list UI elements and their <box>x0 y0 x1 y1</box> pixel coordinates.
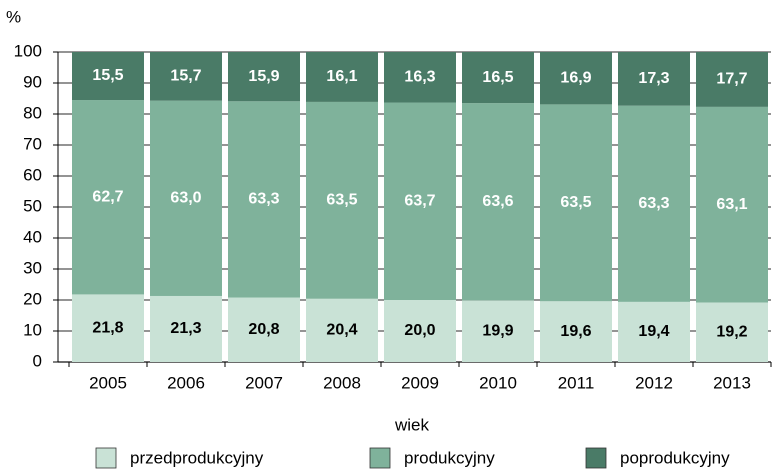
legend-label: poprodukcyjny <box>620 448 730 467</box>
bar-segment <box>384 102 456 300</box>
bar-segment <box>618 52 690 106</box>
legend-label: produkcyjny <box>404 448 495 467</box>
bar-segment <box>696 106 768 303</box>
y-tick-label: 70 <box>23 134 42 153</box>
value-label: 62,7 <box>92 188 123 205</box>
y-tick-label: 40 <box>23 227 42 246</box>
bar-segment <box>462 300 534 362</box>
bar-segment <box>462 52 534 104</box>
value-label: 63,7 <box>404 192 435 209</box>
y-tick-label: 20 <box>23 289 42 308</box>
value-label: 19,9 <box>482 322 513 339</box>
x-tick-label: 2009 <box>401 373 439 392</box>
y-axis-label: % <box>6 7 21 26</box>
x-tick-label: 2005 <box>89 373 127 392</box>
value-label: 20,8 <box>248 321 279 338</box>
x-tick-label: 2008 <box>323 373 361 392</box>
bar-segment <box>618 105 690 302</box>
x-axis-label: wiek <box>394 415 430 434</box>
legend-swatch <box>585 447 607 469</box>
value-label: 15,9 <box>248 68 279 85</box>
x-tick-label: 2006 <box>167 373 205 392</box>
y-tick-label: 60 <box>23 165 42 184</box>
value-label: 20,0 <box>404 322 435 339</box>
bar-segment <box>462 103 534 301</box>
x-tick-label: 2007 <box>245 373 283 392</box>
bar-segment <box>618 301 690 362</box>
value-label: 21,3 <box>170 320 201 337</box>
y-tick-label: 90 <box>23 72 42 91</box>
value-label: 16,9 <box>560 69 591 86</box>
value-label: 19,6 <box>560 323 591 340</box>
value-label: 16,5 <box>482 69 513 86</box>
bar-segment <box>72 294 144 362</box>
y-tick-label: 100 <box>14 41 42 60</box>
value-label: 15,5 <box>92 67 123 84</box>
bar-segment <box>228 52 300 102</box>
y-tick-label: 30 <box>23 258 42 277</box>
y-tick-label: 10 <box>23 320 42 339</box>
bar-segment <box>696 52 768 107</box>
bar-segment <box>540 104 612 302</box>
legend-swatch <box>95 447 117 469</box>
bar-segment <box>150 52 222 101</box>
value-label: 63,0 <box>170 190 201 207</box>
bar-segment <box>540 301 612 362</box>
bar-segment <box>72 100 144 295</box>
x-tick-label: 2013 <box>713 373 751 392</box>
legend-label: przedprodukcyjny <box>130 448 264 467</box>
bar-segment <box>228 101 300 298</box>
value-label: 63,5 <box>326 192 357 209</box>
value-label: 19,4 <box>638 323 669 340</box>
bar-segment <box>306 52 378 102</box>
bar-segment <box>150 295 222 362</box>
bar-segment <box>696 302 768 362</box>
value-label: 17,7 <box>716 71 747 88</box>
value-label: 16,3 <box>404 68 435 85</box>
bar-segment <box>384 300 456 362</box>
value-label: 20,4 <box>326 322 357 339</box>
y-tick-label: 50 <box>23 196 42 215</box>
value-label: 63,3 <box>638 195 669 212</box>
x-tick-label: 2010 <box>479 373 517 392</box>
value-label: 63,6 <box>482 193 513 210</box>
value-label: 63,5 <box>560 194 591 211</box>
bar-segment <box>150 100 222 296</box>
x-tick-label: 2011 <box>558 373 595 392</box>
value-label: 63,1 <box>716 196 747 213</box>
value-label: 19,2 <box>716 323 747 340</box>
y-tick-label: 80 <box>23 103 42 122</box>
value-label: 17,3 <box>638 70 669 87</box>
value-label: 15,7 <box>170 68 201 85</box>
bar-segment <box>72 52 144 101</box>
bar-segment <box>306 298 378 362</box>
bar-segment <box>540 52 612 105</box>
bar-segment <box>384 52 456 103</box>
bar-segment <box>306 101 378 299</box>
y-tick-label: 0 <box>33 351 42 370</box>
value-label: 16,1 <box>326 68 357 85</box>
x-tick-label: 2012 <box>635 373 673 392</box>
value-label: 21,8 <box>92 319 123 336</box>
legend-swatch <box>369 447 391 469</box>
bar-segment <box>228 297 300 362</box>
value-label: 63,3 <box>248 191 279 208</box>
